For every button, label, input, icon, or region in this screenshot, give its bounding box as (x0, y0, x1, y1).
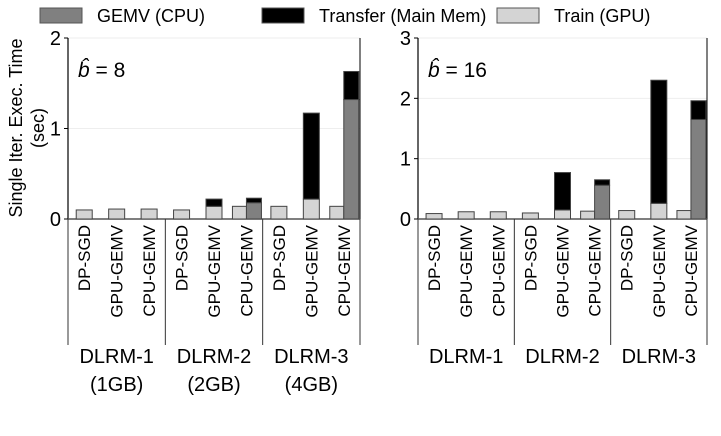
bar-transfer (205, 198, 223, 207)
annotation: b̂ = 8 (78, 59, 125, 82)
legend-label: Transfer (Main Mem) (319, 6, 486, 26)
bar-train (521, 212, 539, 220)
bar-transfer (650, 79, 668, 204)
y-axis-label-unit: (sec) (28, 108, 48, 148)
method-label: DP-SGD (618, 225, 637, 291)
method-label: CPU-GEMV (335, 224, 354, 316)
bar-transfer (245, 197, 262, 204)
method-label: CPU-GEMV (489, 224, 508, 316)
y-tick-label: 0 (400, 209, 411, 231)
method-label: GPU-GEMV (457, 224, 476, 317)
annotation-value: = 8 (90, 59, 126, 82)
group-label: DLRM-1 (429, 346, 503, 368)
method-label: CPU-GEMV (682, 224, 701, 316)
y-tick-label: 2 (50, 28, 61, 50)
bar-transfer (594, 179, 611, 186)
legend-swatch (261, 7, 305, 24)
y-tick-label: 1 (50, 119, 61, 141)
bar-transfer (343, 70, 360, 101)
bar-train (489, 211, 507, 220)
bar-transfer (554, 172, 571, 211)
legend-swatch (496, 7, 540, 24)
method-label: DP-SGD (75, 225, 94, 291)
bar-train (231, 205, 247, 220)
bar-gemv (594, 184, 611, 220)
bar-train (108, 208, 126, 220)
legend-label: GEMV (CPU) (97, 6, 205, 26)
group-label: DLRM-2 (177, 346, 251, 368)
bar-train (554, 209, 571, 220)
method-label: GPU-GEMV (650, 224, 669, 317)
bar-train (173, 209, 191, 220)
group-label: DLRM-3 (622, 346, 696, 368)
method-label: CPU-GEMV (140, 224, 159, 316)
bar-train (425, 213, 443, 220)
annotation-value: = 16 (440, 59, 487, 82)
bar-train (329, 205, 345, 220)
bar-gemv (690, 118, 707, 220)
method-label: GPU-GEMV (554, 224, 573, 317)
bar-train (457, 211, 475, 220)
method-label: DP-SGD (425, 225, 444, 291)
bar-gemv (343, 99, 360, 220)
method-label: DP-SGD (173, 225, 192, 291)
bar-train (580, 210, 596, 220)
group-sublabel: (1GB) (90, 374, 143, 396)
group-sublabel: (2GB) (187, 374, 240, 396)
bar-gemv (245, 202, 262, 220)
group-label: DLRM-2 (525, 346, 599, 368)
annotation: b̂ = 16 (428, 59, 487, 82)
bar-train (650, 202, 668, 220)
y-tick-label: 2 (400, 88, 411, 110)
b-hat-symbol: b̂ (428, 59, 440, 82)
bar-transfer (302, 112, 320, 200)
method-label: DP-SGD (270, 225, 289, 291)
y-axis-label: Single Iter. Exec. Time (6, 38, 26, 217)
y-tick-label: 1 (400, 149, 411, 171)
group-label: DLRM-3 (274, 346, 348, 368)
method-label: GPU-GEMV (205, 224, 224, 317)
legend-label: Train (GPU) (554, 6, 650, 26)
method-label: GPU-GEMV (302, 224, 321, 317)
bar-train (205, 205, 223, 220)
legend: GEMV (CPU) Transfer (Main Mem) Train (GPU) (39, 6, 650, 26)
bar-train (270, 205, 288, 220)
method-label: DP-SGD (521, 225, 540, 291)
bar-transfer (690, 100, 707, 120)
method-label: CPU-GEMV (586, 224, 605, 316)
group-label: DLRM-1 (79, 346, 153, 368)
y-tick-label: 0 (50, 209, 61, 231)
method-label: GPU-GEMV (108, 224, 127, 317)
b-hat-symbol: b̂ (78, 59, 90, 82)
bar-train (302, 198, 320, 220)
chart-panel: 0 1 2 b̂ = 8 DLRM-1 (1GB) DP-SGD GPU-GEMV CPU-GE… (50, 28, 361, 396)
legend-swatch (39, 7, 83, 24)
bar-train (140, 208, 158, 220)
y-tick-label: 3 (400, 28, 411, 50)
method-label: CPU-GEMV (237, 224, 256, 316)
bar-train (75, 209, 93, 220)
bar-train (618, 210, 636, 220)
group-sublabel: (4GB) (285, 374, 338, 396)
bar-train (676, 210, 692, 220)
chart-panel: 0 1 2 3 b̂ = 16 DLRM-1 DP-SGD GPU-GEMV CPU-GEMV D… (400, 28, 708, 368)
